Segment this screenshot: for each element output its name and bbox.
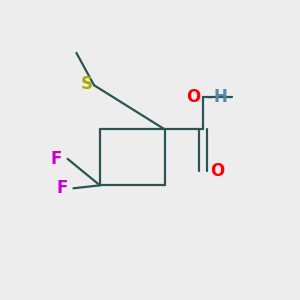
Text: -: -: [206, 89, 212, 104]
Text: F: F: [50, 150, 62, 168]
Text: O: O: [210, 162, 225, 180]
Text: H: H: [214, 88, 228, 106]
Text: S: S: [81, 75, 93, 93]
Text: F: F: [56, 179, 68, 197]
Text: O: O: [186, 88, 200, 106]
